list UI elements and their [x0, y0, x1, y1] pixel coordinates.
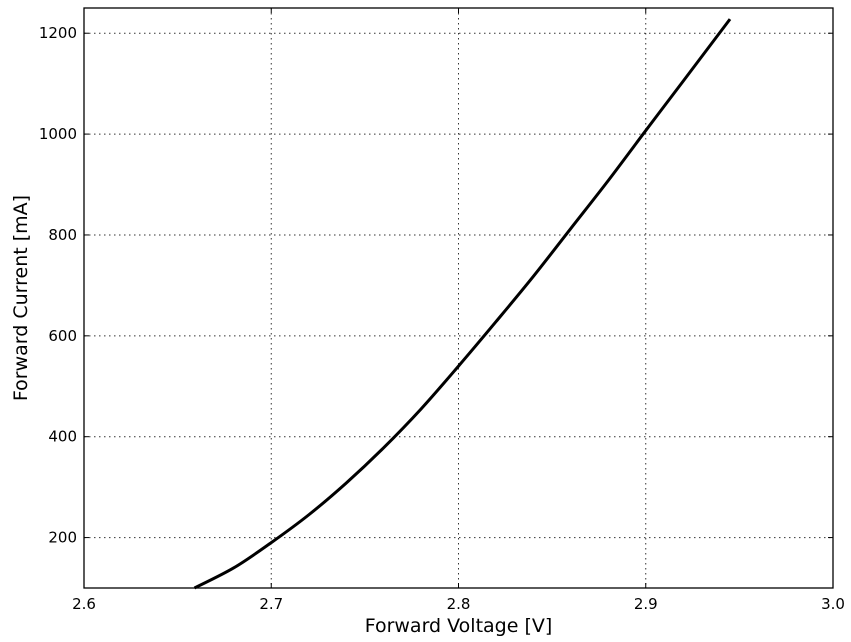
plot-frame — [83, 7, 834, 589]
x-tick-label: 2.6 — [72, 595, 96, 613]
grid-lines — [84, 8, 833, 588]
y-tick-label: 1200 — [39, 24, 77, 42]
x-tick-label: 2.9 — [634, 595, 658, 613]
x-tick-label: 3.0 — [821, 595, 845, 613]
series-line-forward-current — [193, 18, 732, 590]
y-tick-label: 600 — [48, 327, 77, 345]
x-tick-labels: 2.6 2.7 2.8 2.9 3.0 — [72, 595, 845, 613]
x-tick-label: 2.7 — [259, 595, 283, 613]
y-tick-labels: 200 400 600 800 1000 1200 — [39, 24, 77, 546]
series-layer — [193, 18, 732, 590]
x-axis-label: Forward Voltage [V] — [365, 615, 553, 637]
y-tick-label: 400 — [48, 428, 77, 446]
y-axis-label: Forward Current [mA] — [10, 195, 32, 401]
x-tick-label: 2.8 — [447, 595, 471, 613]
y-tick-label: 1000 — [39, 125, 77, 143]
y-tick-label: 200 — [48, 529, 77, 547]
y-tick-label: 800 — [48, 226, 77, 244]
